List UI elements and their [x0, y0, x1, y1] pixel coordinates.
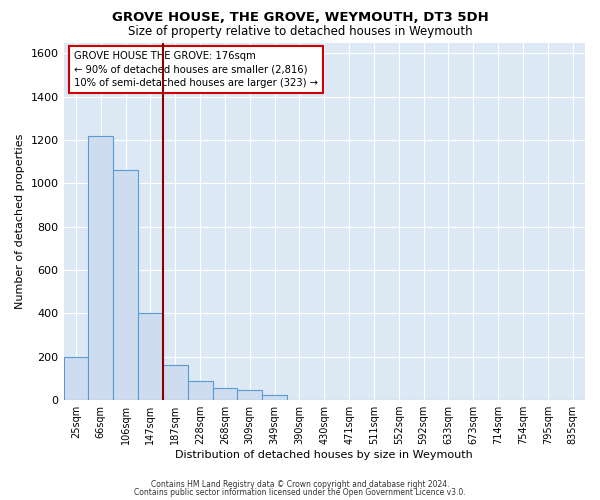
- Bar: [163, 366, 188, 400]
- Bar: [188, 380, 212, 400]
- Text: Size of property relative to detached houses in Weymouth: Size of property relative to detached ho…: [128, 25, 472, 38]
- Bar: [88, 136, 113, 400]
- Y-axis label: Number of detached properties: Number of detached properties: [15, 134, 25, 309]
- X-axis label: Distribution of detached houses by size in Weymouth: Distribution of detached houses by size …: [175, 450, 473, 460]
- Text: GROVE HOUSE, THE GROVE, WEYMOUTH, DT3 5DH: GROVE HOUSE, THE GROVE, WEYMOUTH, DT3 5D…: [112, 11, 488, 24]
- Text: GROVE HOUSE THE GROVE: 176sqm
← 90% of detached houses are smaller (2,816)
10% o: GROVE HOUSE THE GROVE: 176sqm ← 90% of d…: [74, 52, 318, 88]
- Bar: [238, 390, 262, 400]
- Bar: [138, 314, 163, 400]
- Bar: [262, 394, 287, 400]
- Bar: [64, 356, 88, 400]
- Bar: [212, 388, 238, 400]
- Bar: [113, 170, 138, 400]
- Text: Contains public sector information licensed under the Open Government Licence v3: Contains public sector information licen…: [134, 488, 466, 497]
- Text: Contains HM Land Registry data © Crown copyright and database right 2024.: Contains HM Land Registry data © Crown c…: [151, 480, 449, 489]
